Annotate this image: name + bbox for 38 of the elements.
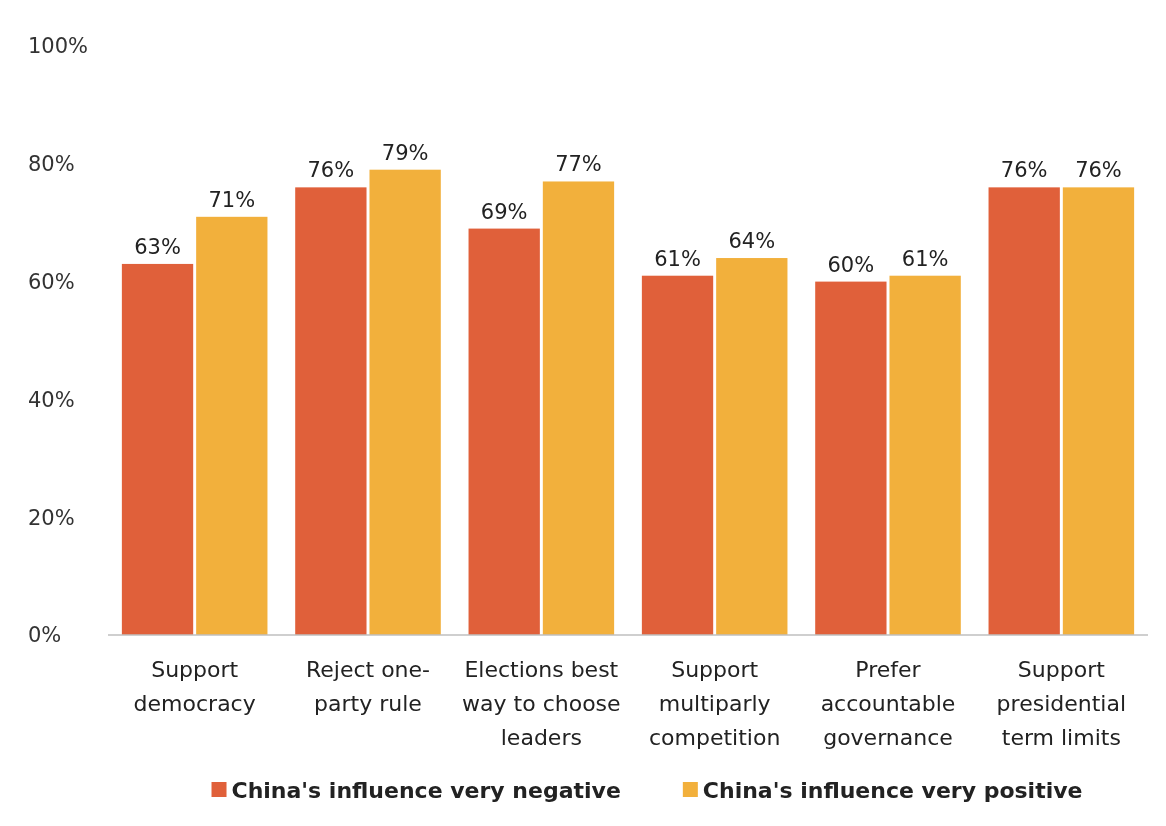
bar [542, 181, 615, 635]
data-label: 71% [208, 187, 256, 212]
bar [121, 263, 194, 635]
bar [716, 258, 788, 635]
data-label: 77% [555, 152, 602, 177]
data-label: 76% [1000, 158, 1048, 183]
y-tick-label: 80% [28, 152, 75, 177]
data-label: 69% [480, 199, 528, 224]
bar [988, 187, 1060, 635]
data-label: 79% [381, 140, 429, 165]
y-tick-label: 100% [28, 34, 89, 59]
data-label: 76% [1075, 158, 1122, 183]
bar [369, 169, 441, 635]
x-tick-label: Support multiparly competition [648, 657, 781, 750]
x-tick-label: Reject one-party rule [305, 657, 431, 716]
data-label: 76% [307, 158, 355, 183]
data-label: 64% [728, 229, 776, 254]
y-tick-label: 0% [28, 623, 62, 648]
y-tick-label: 40% [28, 387, 75, 412]
bar [196, 216, 268, 635]
bar [815, 281, 887, 635]
data-label: 61% [901, 246, 949, 271]
legend-label: China's influence very positive [702, 778, 1083, 803]
bar [295, 187, 367, 635]
data-label: 61% [654, 246, 701, 271]
bar [468, 228, 540, 635]
bar [1062, 187, 1135, 635]
x-tick-label: Support presidential term limits [996, 657, 1127, 750]
bar [889, 275, 961, 635]
x-tick-label: Elections best way to choose leaders [462, 657, 621, 750]
data-label: 60% [827, 252, 875, 277]
x-tick-label: Prefer accountable governance [820, 657, 956, 750]
y-tick-label: 20% [28, 505, 75, 530]
legend-label: China's influence very negative [231, 778, 621, 803]
data-label: 63% [134, 234, 181, 259]
bar [641, 275, 714, 635]
x-tick-label: Support democracy [133, 657, 256, 716]
y-tick-label: 60% [28, 269, 75, 294]
